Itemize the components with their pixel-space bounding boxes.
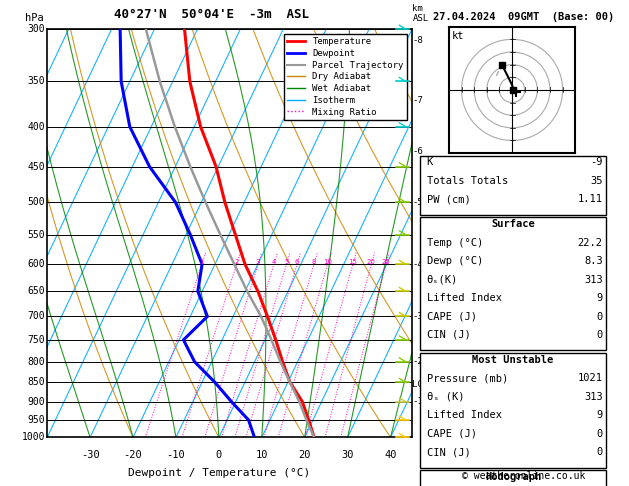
Text: kt: kt — [452, 31, 464, 40]
Text: 0: 0 — [596, 330, 603, 340]
Text: -30: -30 — [81, 450, 99, 460]
Text: 600: 600 — [28, 259, 45, 269]
Text: Surface: Surface — [491, 219, 535, 229]
Text: 950: 950 — [28, 415, 45, 425]
Text: 1000: 1000 — [22, 433, 45, 442]
Text: 40°27'N  50°04'E  -3m  ASL: 40°27'N 50°04'E -3m ASL — [114, 8, 309, 21]
Text: 3: 3 — [255, 259, 260, 265]
Text: 0: 0 — [596, 447, 603, 457]
Text: 5: 5 — [284, 259, 289, 265]
Text: Mixing Ratio (g/kg): Mixing Ratio (g/kg) — [426, 177, 437, 289]
Text: 40: 40 — [384, 450, 397, 460]
Text: -2: -2 — [413, 357, 423, 366]
Text: -8: -8 — [413, 36, 423, 45]
Text: -1: -1 — [413, 397, 423, 406]
Text: 900: 900 — [28, 397, 45, 407]
Text: 25: 25 — [382, 259, 390, 265]
Text: -3: -3 — [413, 312, 423, 321]
Text: -9: -9 — [590, 157, 603, 168]
Text: Pressure (mb): Pressure (mb) — [426, 373, 508, 383]
Text: CIN (J): CIN (J) — [426, 447, 470, 457]
Text: Lifted Index: Lifted Index — [426, 410, 502, 420]
Text: Dewpoint / Temperature (°C): Dewpoint / Temperature (°C) — [128, 468, 309, 478]
Text: 313: 313 — [584, 392, 603, 402]
Text: 9: 9 — [596, 410, 603, 420]
Text: 650: 650 — [28, 286, 45, 296]
Text: CIN (J): CIN (J) — [426, 330, 470, 340]
Text: CAPE (J): CAPE (J) — [426, 429, 477, 439]
Text: 8.3: 8.3 — [584, 256, 603, 266]
Text: Temp (°C): Temp (°C) — [426, 238, 483, 248]
Text: hPa: hPa — [25, 13, 43, 23]
Text: 850: 850 — [28, 377, 45, 387]
Text: 8: 8 — [311, 259, 316, 265]
Text: 10: 10 — [323, 259, 332, 265]
Text: 1.11: 1.11 — [577, 194, 603, 205]
Text: -4: -4 — [413, 260, 423, 269]
Text: 550: 550 — [28, 230, 45, 240]
Text: 0: 0 — [596, 312, 603, 322]
Text: K: K — [426, 157, 433, 168]
Text: 4: 4 — [272, 259, 276, 265]
Text: -10: -10 — [167, 450, 186, 460]
Text: θₛ(K): θₛ(K) — [426, 275, 458, 285]
Text: 700: 700 — [28, 312, 45, 321]
Text: 35: 35 — [590, 176, 603, 186]
Text: 30: 30 — [342, 450, 354, 460]
Text: -5: -5 — [413, 198, 423, 207]
Text: 10: 10 — [255, 450, 268, 460]
Text: 750: 750 — [28, 335, 45, 345]
Text: 300: 300 — [28, 24, 45, 34]
Text: 313: 313 — [584, 275, 603, 285]
Text: 22.2: 22.2 — [577, 238, 603, 248]
Text: 15: 15 — [348, 259, 357, 265]
Text: Totals Totals: Totals Totals — [426, 176, 508, 186]
Text: 800: 800 — [28, 357, 45, 367]
Text: PW (cm): PW (cm) — [426, 194, 470, 205]
Text: 450: 450 — [28, 162, 45, 172]
Text: 1: 1 — [199, 259, 204, 265]
Text: LCL: LCL — [413, 380, 428, 389]
Text: 1021: 1021 — [577, 373, 603, 383]
Text: -6: -6 — [413, 147, 423, 156]
Text: 20: 20 — [367, 259, 376, 265]
Text: 20: 20 — [298, 450, 311, 460]
Text: 27.04.2024  09GMT  (Base: 00): 27.04.2024 09GMT (Base: 00) — [433, 12, 615, 22]
Text: -7: -7 — [413, 96, 423, 105]
Text: 350: 350 — [28, 76, 45, 87]
Text: 6: 6 — [294, 259, 299, 265]
Text: 0: 0 — [216, 450, 222, 460]
Text: CAPE (J): CAPE (J) — [426, 312, 477, 322]
Text: 2: 2 — [234, 259, 238, 265]
Text: 9: 9 — [596, 293, 603, 303]
Text: Lifted Index: Lifted Index — [426, 293, 502, 303]
Text: -20: -20 — [124, 450, 142, 460]
Legend: Temperature, Dewpoint, Parcel Trajectory, Dry Adiabat, Wet Adiabat, Isotherm, Mi: Temperature, Dewpoint, Parcel Trajectory… — [284, 34, 408, 120]
Text: 500: 500 — [28, 197, 45, 208]
Text: 400: 400 — [28, 122, 45, 132]
Text: Hodograph: Hodograph — [485, 472, 541, 482]
Text: Most Unstable: Most Unstable — [472, 355, 554, 365]
Text: Dewp (°C): Dewp (°C) — [426, 256, 483, 266]
Text: km
ASL: km ASL — [413, 4, 428, 23]
Text: © weatheronline.co.uk: © weatheronline.co.uk — [462, 471, 586, 481]
Text: 0: 0 — [596, 429, 603, 439]
Text: θₛ (K): θₛ (K) — [426, 392, 464, 402]
